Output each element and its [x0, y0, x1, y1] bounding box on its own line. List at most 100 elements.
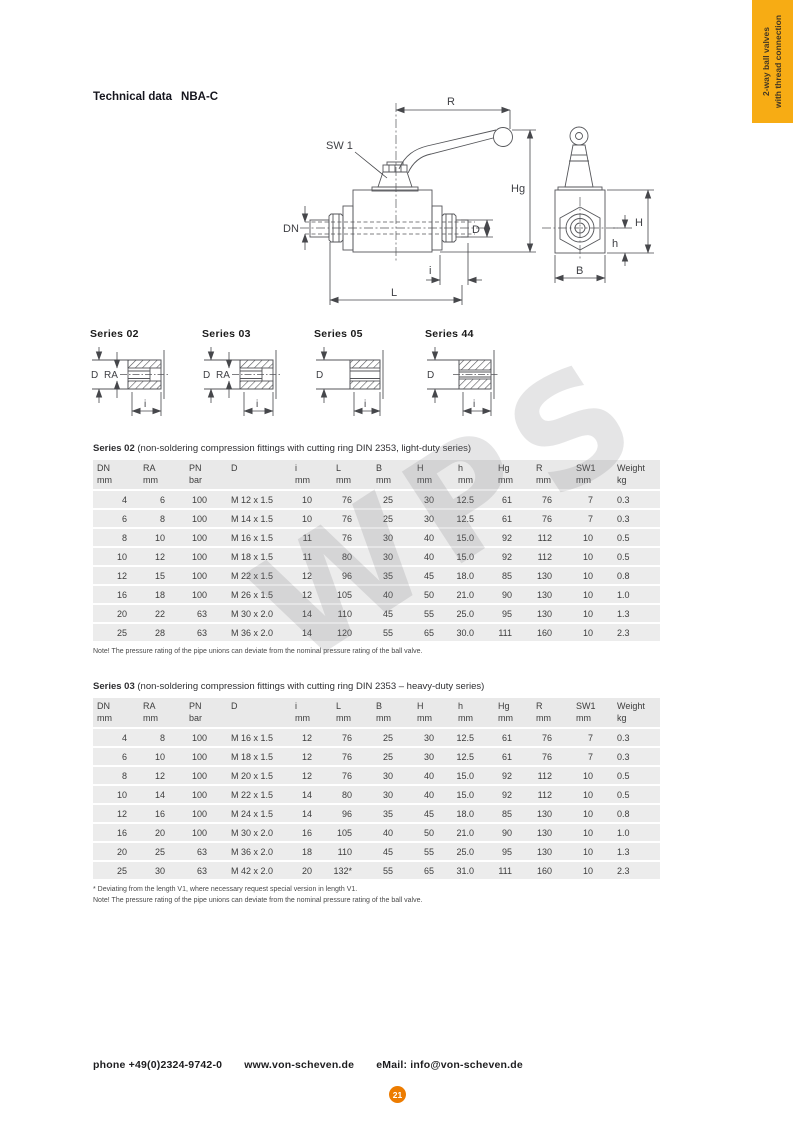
fitting-cross-section: D RA i	[203, 347, 281, 416]
table-cell: 10	[139, 747, 185, 768]
table-row: 6 10 100 M 18 x 1.5 12 76 25 30 12.5 61 76 7 0.3	[93, 747, 660, 768]
table-cell: 25	[139, 842, 185, 863]
table-row: 4 6 100 M 12 x 1.5 10 76 25 30 12.5 61 76 7 0.3	[93, 490, 660, 511]
table-cell: 61	[494, 747, 532, 768]
category-side-tab: 2-way ball valves with thread connection	[752, 0, 793, 123]
table-cell: 12	[291, 728, 332, 749]
table-cell: 28	[139, 623, 185, 644]
table-cell: 76	[332, 490, 372, 511]
table-cell: 30.0	[454, 623, 494, 644]
table-cell: 12	[93, 804, 139, 825]
table-cell: 0.3	[613, 490, 660, 511]
table-row: 6 8 100 M 14 x 1.5 10 76 25 30 12.5 61 76 7 0.3	[93, 509, 660, 530]
table-cell: 25.0	[454, 604, 494, 625]
fitting-cross-section: D i	[316, 347, 384, 416]
table-cell: 92	[494, 766, 532, 787]
table-cell: 40	[372, 823, 413, 844]
table-cell: 15.0	[454, 785, 494, 806]
fitting-cross-section: D i	[427, 347, 499, 416]
table-cell: 132*	[332, 861, 372, 882]
table-cell: 18	[291, 842, 332, 863]
table-cell: 63	[185, 842, 227, 863]
table-cell: 45	[413, 566, 454, 587]
table-cell: 100	[185, 509, 227, 530]
fitting-dim-d: D	[316, 370, 323, 381]
fitting-dim-ra: RA	[216, 370, 230, 381]
table-cell: 30	[372, 766, 413, 787]
table-cell: 0.3	[613, 728, 660, 749]
table-cell: 12	[93, 566, 139, 587]
table-cell: 92	[494, 785, 532, 806]
table-cell: 30	[413, 728, 454, 749]
series-03-caption: Series 03	[202, 328, 251, 340]
table-cell: 8	[93, 528, 139, 549]
table-cell: 12	[139, 547, 185, 568]
table-cell: 10	[572, 766, 613, 787]
fitting-dim-ra: RA	[104, 370, 118, 381]
table-cell: M 36 x 2.0	[227, 623, 291, 644]
table-cell: 10	[572, 623, 613, 644]
table-cell: 8	[139, 509, 185, 530]
table-cell: M 16 x 1.5	[227, 728, 291, 749]
table-cell: 85	[494, 804, 532, 825]
col-header-h: h mm	[454, 460, 494, 492]
table-cell: 50	[413, 823, 454, 844]
table-cell: 20	[93, 842, 139, 863]
table-cell: 61	[494, 490, 532, 511]
table-cell: M 36 x 2.0	[227, 842, 291, 863]
col-header-ra: RA mm	[139, 460, 185, 492]
table-row: 8 10 100 M 16 x 1.5 11 76 30 40 15.0 92 112 10 0.5	[93, 528, 660, 549]
table-cell: 18.0	[454, 566, 494, 587]
table-cell: 0.8	[613, 804, 660, 825]
table-cell: 10	[572, 842, 613, 863]
table-cell: 12.5	[454, 509, 494, 530]
table-cell: 10	[291, 490, 332, 511]
table-row: 20 25 63 M 36 x 2.0 18 110 45 55 25.0 95 130 10 1.3	[93, 842, 660, 863]
table-cell: 10	[572, 528, 613, 549]
table-cell: 12.5	[454, 747, 494, 768]
table-cell: 12	[139, 766, 185, 787]
table-cell: 7	[572, 728, 613, 749]
table-cell: 15.0	[454, 547, 494, 568]
table-cell: 111	[494, 861, 532, 882]
category-line-2: with thread connection	[772, 14, 783, 109]
table-row: 16 20 100 M 30 x 2.0 16 105 40 50 21.0 90 130 10 1.0	[93, 823, 660, 844]
table-cell: 100	[185, 766, 227, 787]
table-cell: M 20 x 1.5	[227, 766, 291, 787]
table-cell: 130	[532, 823, 572, 844]
footer-website: www.von-scheven.de	[244, 1059, 355, 1071]
page-title: Technical data NBA-C	[93, 91, 218, 103]
footer-phone: phone +49(0)2324-9742-0	[93, 1059, 223, 1071]
table-cell: 16	[93, 585, 139, 606]
table-cell: 31.0	[454, 861, 494, 882]
table-cell: 55	[372, 623, 413, 644]
col-header-hg: Hg mm	[494, 460, 532, 492]
table-cell: 112	[532, 766, 572, 787]
col-header-pn: PN bar	[185, 698, 227, 730]
table-cell: 10	[572, 823, 613, 844]
series-05-caption: Series 05	[314, 328, 363, 340]
series-03-table-heading: Series 03 (non-soldering compression fit…	[93, 681, 660, 692]
table-cell: 55	[413, 604, 454, 625]
col-header-weight: Weight kg	[613, 460, 660, 492]
table-cell: 18.0	[454, 804, 494, 825]
table-cell: 25	[372, 490, 413, 511]
table-cell: 10	[291, 509, 332, 530]
table-cell: 105	[332, 823, 372, 844]
series-02-drawing: Series 02 D RA	[90, 328, 210, 432]
table-cell: 100	[185, 585, 227, 606]
table-cell: 55	[372, 861, 413, 882]
table-cell: 30	[139, 861, 185, 882]
table-cell: 1.0	[613, 823, 660, 844]
table-cell: 30	[413, 509, 454, 530]
table-cell: 112	[532, 528, 572, 549]
table-cell: 55	[413, 842, 454, 863]
table-cell: 6	[139, 490, 185, 511]
table-cell: 10	[572, 547, 613, 568]
series-02-caption: Series 02	[90, 328, 139, 340]
table-cell: 21.0	[454, 585, 494, 606]
fitting-dim-d: D	[203, 370, 210, 381]
